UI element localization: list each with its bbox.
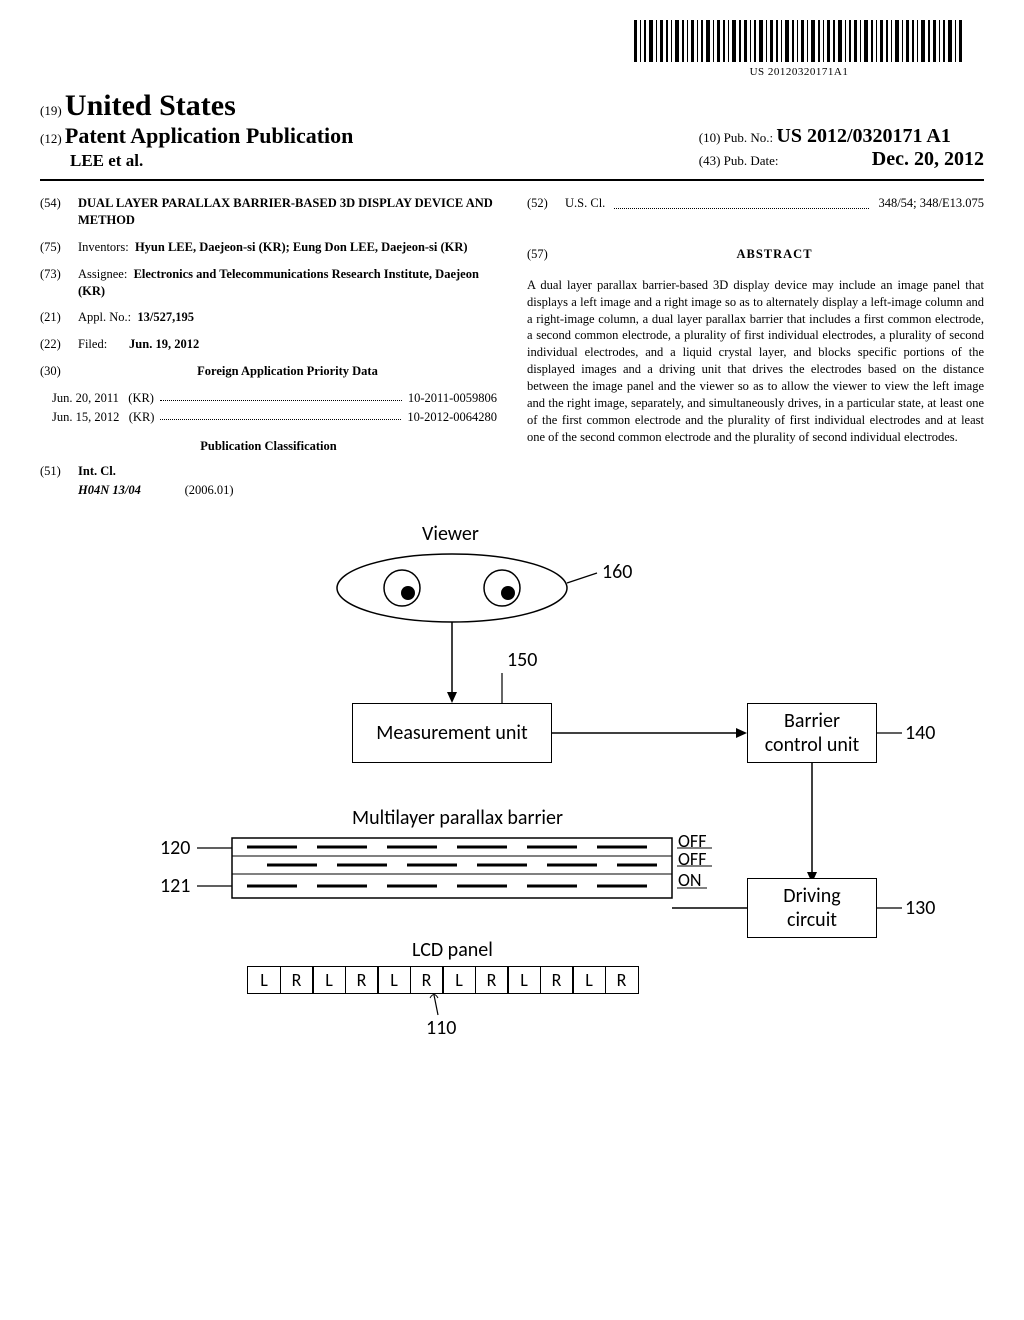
filed-value: Jun. 19, 2012 — [129, 337, 199, 351]
lcd-cell: R — [345, 966, 379, 994]
lcd-cell: R — [410, 966, 444, 994]
right-column: (52) U.S. Cl. 348/54; 348/E13.075 (57) A… — [527, 195, 984, 498]
measurement-box: Measurement unit — [352, 703, 552, 763]
pubno-value: US 2012/0320171 A1 — [776, 125, 950, 147]
country-title: United States — [65, 89, 236, 122]
lcd-cell: R — [540, 966, 574, 994]
priority-date-0: Jun. 20, 2011 — [52, 390, 119, 407]
assignee-label: Assignee: — [78, 267, 127, 281]
lcd-cell: L — [507, 966, 541, 994]
code-73: (73) — [40, 266, 78, 300]
figure-1: Viewer 160 150 Measurement unit Barrier … — [102, 528, 922, 1048]
authors-line: LEE et al. — [40, 151, 353, 171]
ref-140: 140 — [905, 721, 935, 745]
code-21: (21) — [40, 309, 78, 326]
filed-label: Filed: — [78, 337, 107, 351]
assignee-value: Electronics and Telecommunications Resea… — [78, 267, 479, 298]
priority-num-0: 10-2011-0059806 — [408, 390, 497, 407]
lcd-cell: L — [377, 966, 411, 994]
barcode-block: US 20120320171A1 — [40, 20, 984, 79]
lcd-label: LCD panel — [412, 938, 493, 962]
priority-cc-1: (KR) — [129, 409, 155, 426]
inventors-value: Hyun LEE, Daejeon-si (KR); Eung Don LEE,… — [135, 240, 468, 254]
barcode-number: US 20120320171A1 — [634, 66, 964, 78]
driving-circuit-box: Driving circuit — [747, 878, 877, 938]
lcd-cell: L — [572, 966, 606, 994]
pubdate-label: Pub. Date: — [724, 153, 779, 168]
code-22: (22) — [40, 336, 78, 353]
abstract-text: A dual layer parallax barrier-based 3D d… — [527, 277, 984, 446]
code-52: (52) — [527, 195, 565, 212]
intcl-date: (2006.01) — [185, 483, 234, 497]
lcd-cell: L — [312, 966, 346, 994]
on-label: ON — [678, 869, 702, 891]
lcd-cell: L — [442, 966, 476, 994]
header-left: (19) United States (12) Patent Applicati… — [40, 89, 353, 171]
pubno-label: Pub. No.: — [724, 130, 773, 145]
barrier-control-label: Barrier control unit — [765, 709, 859, 757]
code-10: (10) — [699, 130, 721, 145]
intcl-label: Int. Cl. — [78, 464, 116, 478]
lcd-cell: L — [247, 966, 281, 994]
code-54: (54) — [40, 195, 78, 229]
ref-121: 121 — [160, 874, 190, 898]
off2-label: OFF — [678, 848, 706, 870]
applno-value: 13/527,195 — [137, 310, 194, 324]
barrier-control-box: Barrier control unit — [747, 703, 877, 763]
priority-cc-0: (KR) — [128, 390, 154, 407]
uscl-value: 348/54; 348/E13.075 — [878, 195, 984, 212]
abstract-head: ABSTRACT — [565, 246, 984, 263]
lcd-cell: R — [280, 966, 314, 994]
divider — [40, 179, 984, 181]
ref-120: 120 — [160, 836, 190, 860]
priority-num-1: 10-2012-0064280 — [407, 409, 497, 426]
lcd-cell: R — [475, 966, 509, 994]
ref-130: 130 — [905, 896, 935, 920]
code-19: (19) — [40, 103, 62, 118]
code-30: (30) — [40, 363, 78, 380]
ref-160: 160 — [602, 560, 632, 584]
priority-row: Jun. 15, 2012 (KR) 10-2012-0064280 — [52, 409, 497, 426]
left-column: (54) DUAL LAYER PARALLAX BARRIER-BASED 3… — [40, 195, 497, 498]
publication-type: Patent Application Publication — [65, 123, 353, 148]
uscl-label: U.S. Cl. — [565, 195, 605, 212]
barcode-bars — [634, 20, 964, 62]
code-51: (51) — [40, 463, 78, 480]
priority-head: Foreign Application Priority Data — [197, 364, 378, 378]
viewer-label: Viewer — [422, 522, 479, 546]
measurement-label: Measurement unit — [376, 721, 527, 745]
code-57: (57) — [527, 246, 565, 273]
multilayer-label: Multilayer parallax barrier — [352, 806, 563, 830]
code-12: (12) — [40, 131, 62, 146]
priority-row: Jun. 20, 2011 (KR) 10-2011-0059806 — [52, 390, 497, 407]
lcd-cell: R — [605, 966, 639, 994]
header-right: (10) Pub. No.: US 2012/0320171 A1 (43) P… — [699, 125, 984, 171]
priority-date-1: Jun. 15, 2012 — [52, 409, 119, 426]
ref-110: 110 — [426, 1016, 456, 1040]
pubdate-value: Dec. 20, 2012 — [872, 148, 984, 170]
pubclass-head: Publication Classification — [40, 438, 497, 455]
ref-150: 150 — [507, 648, 537, 672]
code-75: (75) — [40, 239, 78, 256]
code-43: (43) — [699, 153, 721, 168]
driving-circuit-label: Driving circuit — [783, 884, 840, 932]
lcd-row: LRLRLRLRLRLR — [247, 966, 639, 994]
invention-title: DUAL LAYER PARALLAX BARRIER-BASED 3D DIS… — [78, 196, 493, 227]
applno-label: Appl. No.: — [78, 310, 131, 324]
intcl-code: H04N 13/04 — [78, 483, 141, 497]
inventors-label: Inventors: — [78, 240, 129, 254]
